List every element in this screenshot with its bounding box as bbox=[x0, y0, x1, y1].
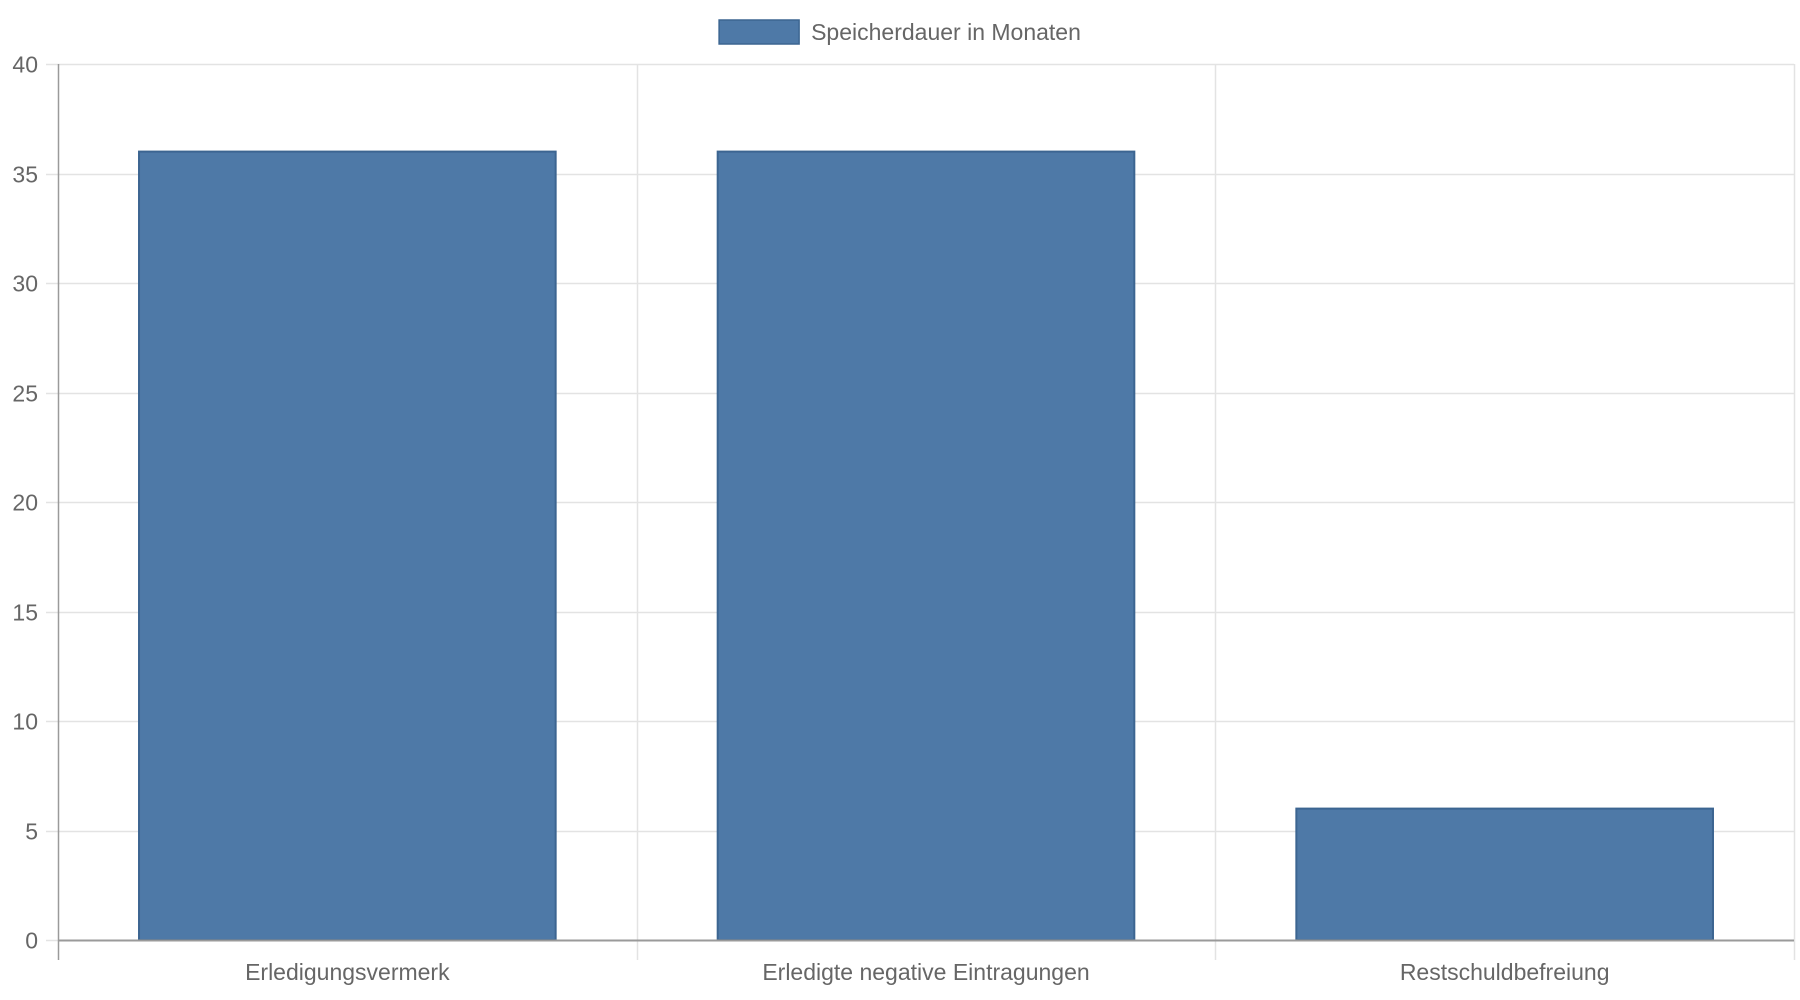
y-tick-label: 5 bbox=[25, 819, 38, 845]
axes bbox=[46, 63, 1794, 960]
y-tick-label: 25 bbox=[12, 381, 38, 407]
bar-2[interactable] bbox=[716, 150, 1136, 942]
y-tick-label: 20 bbox=[12, 490, 38, 516]
tick-labels: 0 5 10 15 20 25 30 35 40 Erledigungsvermerk Erledi… bbox=[12, 52, 1609, 986]
x-tick-label: Erledigte negative Eintragungen bbox=[762, 959, 1089, 985]
bars bbox=[138, 150, 1714, 942]
y-tick-label: 30 bbox=[12, 271, 38, 297]
x-tick-label: Restschuldbefreiung bbox=[1400, 959, 1610, 985]
bar-1[interactable] bbox=[138, 150, 557, 942]
y-tick-label: 15 bbox=[12, 600, 38, 626]
legend-label: Speicherdauer in Monaten bbox=[811, 19, 1081, 45]
y-tick-label: 35 bbox=[12, 162, 38, 188]
legend[interactable]: Speicherdauer in Monaten bbox=[718, 19, 1081, 45]
x-tick-label: Erledigungsvermerk bbox=[245, 959, 450, 985]
y-tick-label: 0 bbox=[25, 928, 38, 954]
y-tick-label: 10 bbox=[12, 709, 38, 735]
y-tick-label: 40 bbox=[12, 52, 38, 78]
legend-swatch bbox=[718, 19, 800, 45]
bar-3[interactable] bbox=[1295, 807, 1714, 941]
